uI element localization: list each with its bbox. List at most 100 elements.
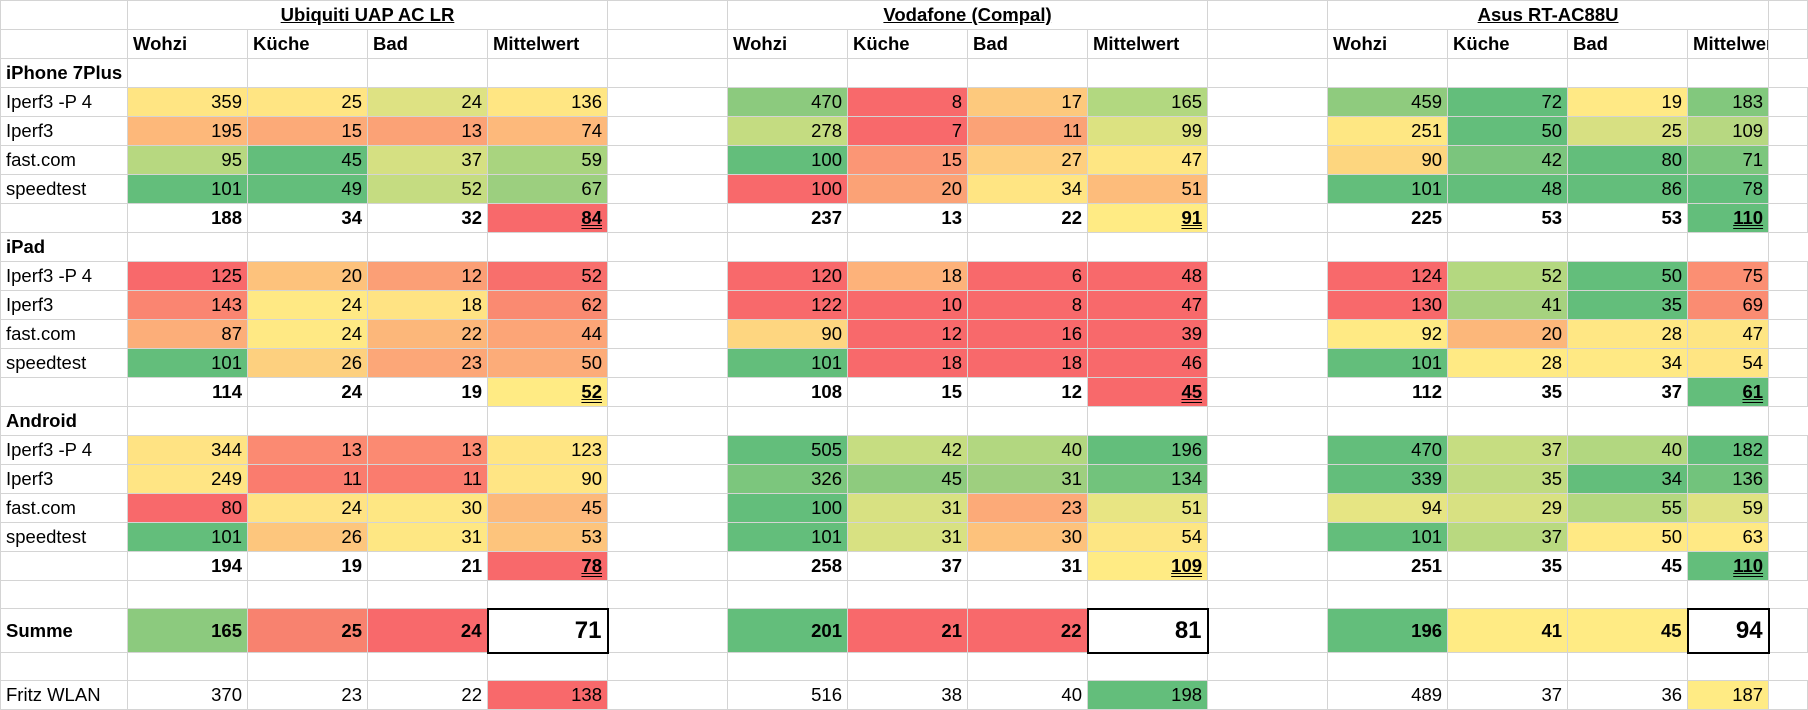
- value-cell[interactable]: 136: [487, 87, 608, 117]
- average-cell[interactable]: 225: [1327, 203, 1449, 233]
- test-label[interactable]: Iperf3 -P 4: [0, 261, 128, 291]
- empty-cell[interactable]: [967, 58, 1088, 88]
- empty-cell[interactable]: [1207, 522, 1329, 552]
- empty-cell[interactable]: [607, 290, 728, 320]
- empty-cell[interactable]: [1768, 319, 1808, 349]
- empty-cell[interactable]: [1207, 290, 1329, 320]
- empty-cell[interactable]: [1207, 377, 1329, 407]
- router-title[interactable]: Asus RT-AC88U: [1327, 0, 1770, 30]
- empty-cell[interactable]: [487, 652, 608, 681]
- value-cell[interactable]: 37: [1447, 435, 1569, 465]
- value-cell[interactable]: 136: [1687, 464, 1770, 494]
- value-cell[interactable]: 470: [727, 87, 848, 117]
- value-cell[interactable]: 35: [1567, 290, 1689, 320]
- empty-cell[interactable]: [607, 435, 728, 465]
- test-label[interactable]: speedtest: [0, 522, 128, 552]
- column-header[interactable]: Küche: [847, 29, 968, 59]
- column-header[interactable]: Wohzi: [127, 29, 248, 59]
- value-cell[interactable]: 182: [1687, 435, 1770, 465]
- average-total-cell[interactable]: 45: [1086, 377, 1209, 407]
- value-cell[interactable]: 35: [1447, 464, 1569, 494]
- fritz-cell[interactable]: 198: [1086, 680, 1209, 710]
- summe-cell[interactable]: 201: [727, 608, 848, 653]
- value-cell[interactable]: 59: [487, 145, 608, 175]
- empty-cell[interactable]: [1207, 116, 1329, 146]
- value-cell[interactable]: 26: [247, 348, 368, 378]
- empty-cell[interactable]: [727, 652, 848, 681]
- average-cell[interactable]: 258: [727, 551, 848, 581]
- empty-cell[interactable]: [1447, 652, 1569, 681]
- value-cell[interactable]: 55: [1567, 493, 1689, 523]
- empty-cell[interactable]: [1207, 680, 1329, 710]
- average-cell[interactable]: 53: [1447, 203, 1569, 233]
- column-header[interactable]: Mittelwert: [1086, 29, 1209, 59]
- empty-cell[interactable]: [367, 406, 488, 436]
- summe-cell[interactable]: 24: [367, 608, 488, 653]
- empty-cell[interactable]: [0, 652, 128, 681]
- value-cell[interactable]: 90: [487, 464, 608, 494]
- column-header[interactable]: Bad: [367, 29, 488, 59]
- empty-cell[interactable]: [1768, 435, 1808, 465]
- empty-cell[interactable]: [0, 377, 128, 407]
- value-cell[interactable]: 31: [847, 493, 968, 523]
- empty-cell[interactable]: [1207, 551, 1329, 581]
- summe-total-cell[interactable]: 81: [1086, 607, 1209, 654]
- fritz-cell[interactable]: 516: [727, 680, 848, 710]
- empty-cell[interactable]: [607, 522, 728, 552]
- empty-cell[interactable]: [1768, 203, 1808, 233]
- average-total-cell[interactable]: 110: [1687, 551, 1770, 581]
- router-title[interactable]: Vodafone (Compal): [726, 0, 1209, 30]
- value-cell[interactable]: 54: [1086, 522, 1209, 552]
- empty-cell[interactable]: [1768, 290, 1808, 320]
- value-cell[interactable]: 31: [847, 522, 968, 552]
- fritz-cell[interactable]: 489: [1327, 680, 1449, 710]
- average-cell[interactable]: 31: [967, 551, 1088, 581]
- value-cell[interactable]: 86: [1567, 174, 1689, 204]
- value-cell[interactable]: 251: [1327, 116, 1449, 146]
- value-cell[interactable]: 50: [1447, 116, 1569, 146]
- empty-cell[interactable]: [1567, 406, 1689, 436]
- average-cell[interactable]: 15: [847, 377, 968, 407]
- value-cell[interactable]: 18: [967, 348, 1088, 378]
- value-cell[interactable]: 359: [127, 87, 248, 117]
- average-cell[interactable]: 12: [967, 377, 1088, 407]
- value-cell[interactable]: 18: [367, 290, 488, 320]
- value-cell[interactable]: 249: [127, 464, 248, 494]
- value-cell[interactable]: 52: [1447, 261, 1569, 291]
- column-header[interactable]: Wohzi: [727, 29, 848, 59]
- value-cell[interactable]: 48: [1447, 174, 1569, 204]
- empty-cell[interactable]: [607, 116, 728, 146]
- value-cell[interactable]: 13: [247, 435, 368, 465]
- empty-cell[interactable]: [607, 87, 728, 117]
- value-cell[interactable]: 78: [1687, 174, 1770, 204]
- empty-cell[interactable]: [1447, 232, 1569, 262]
- empty-cell[interactable]: [607, 232, 728, 262]
- empty-cell[interactable]: [727, 580, 848, 609]
- empty-cell[interactable]: [1687, 652, 1770, 681]
- value-cell[interactable]: 74: [487, 116, 608, 146]
- value-cell[interactable]: 18: [847, 261, 968, 291]
- device-label[interactable]: iPad: [0, 232, 128, 262]
- empty-cell[interactable]: [1207, 464, 1329, 494]
- average-cell[interactable]: 112: [1327, 377, 1449, 407]
- empty-cell[interactable]: [1768, 348, 1808, 378]
- average-cell[interactable]: 13: [847, 203, 968, 233]
- value-cell[interactable]: 27: [967, 145, 1088, 175]
- value-cell[interactable]: 40: [967, 435, 1088, 465]
- value-cell[interactable]: 34: [967, 174, 1088, 204]
- empty-cell[interactable]: [1207, 232, 1329, 262]
- fritz-cell[interactable]: 38: [847, 680, 968, 710]
- value-cell[interactable]: 11: [367, 464, 488, 494]
- value-cell[interactable]: 34: [1567, 348, 1689, 378]
- value-cell[interactable]: 24: [247, 319, 368, 349]
- empty-cell[interactable]: [847, 652, 968, 681]
- value-cell[interactable]: 183: [1687, 87, 1770, 117]
- empty-cell[interactable]: [1687, 580, 1770, 609]
- value-cell[interactable]: 45: [847, 464, 968, 494]
- test-label[interactable]: Iperf3 -P 4: [0, 87, 128, 117]
- value-cell[interactable]: 101: [1327, 348, 1449, 378]
- value-cell[interactable]: 48: [1086, 261, 1209, 291]
- fritz-label[interactable]: Fritz WLAN: [0, 680, 128, 710]
- empty-cell[interactable]: [367, 58, 488, 88]
- empty-cell[interactable]: [607, 406, 728, 436]
